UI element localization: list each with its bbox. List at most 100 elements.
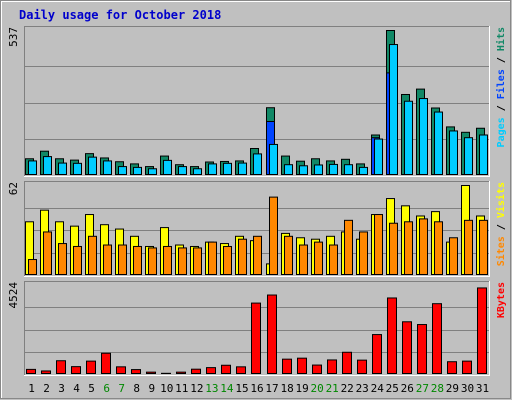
bar-sites-day-12 <box>194 248 202 275</box>
x-tick-label-day-12: 12 <box>190 382 203 395</box>
series-label-part: / <box>496 99 507 117</box>
bar-kbytes-day-14 <box>222 365 231 373</box>
bar-sites-day-3 <box>59 244 67 275</box>
bar-sites-day-26 <box>405 222 413 275</box>
bar-pages-day-22 <box>345 165 353 175</box>
bar-sites-day-29 <box>450 238 458 275</box>
series-label-part: / <box>496 51 507 69</box>
x-tick-label-day-31: 31 <box>476 382 489 395</box>
x-tick-label-day-17: 17 <box>265 382 278 395</box>
bar-pages-day-21 <box>330 164 338 174</box>
bar-kbytes-day-24 <box>373 335 382 374</box>
bar-sites-day-11 <box>179 248 187 275</box>
bar-pages-day-14 <box>224 163 232 174</box>
bar-pages-day-9 <box>149 169 157 175</box>
bar-pages-day-13 <box>209 164 217 175</box>
x-tick-label-day-20: 20 <box>310 382 323 395</box>
x-tick-label-day-23: 23 <box>356 382 369 395</box>
x-tick-label-day-27: 27 <box>416 382 429 395</box>
bar-pages-day-15 <box>239 163 247 174</box>
bar-pages-day-19 <box>300 166 308 175</box>
x-tick-label-day-8: 8 <box>133 382 140 395</box>
bar-kbytes-day-16 <box>252 303 261 373</box>
bar-sites-day-6 <box>104 245 112 274</box>
bar-pages-day-3 <box>59 163 67 174</box>
bar-pages-day-2 <box>44 157 52 175</box>
bar-kbytes-day-28 <box>433 304 442 374</box>
bar-pages-day-20 <box>315 165 323 175</box>
bar-kbytes-day-7 <box>117 367 126 374</box>
bar-kbytes-day-12 <box>192 369 201 373</box>
bar-sites-day-16 <box>254 236 262 274</box>
chart-title: Daily usage for October 2018 <box>19 8 221 22</box>
series-label-part: KBytes <box>496 282 507 318</box>
series-label-top: Pages / Files / Hits <box>495 27 507 147</box>
bar-kbytes-day-9 <box>147 372 156 373</box>
bar-pages-day-31 <box>480 135 488 175</box>
x-tick-label-day-6: 6 <box>103 382 110 395</box>
bar-sites-day-28 <box>435 222 443 275</box>
bar-kbytes-day-11 <box>177 372 186 373</box>
bar-kbytes-day-31 <box>478 288 487 374</box>
series-label-part: / <box>496 218 507 236</box>
x-tick-label-day-21: 21 <box>326 382 339 395</box>
bar-pages-day-26 <box>405 101 413 174</box>
y-max-label-middle: 62 <box>7 182 20 195</box>
x-tick-label-day-10: 10 <box>160 382 173 395</box>
bar-kbytes-day-15 <box>237 367 246 374</box>
x-tick-label-day-25: 25 <box>386 382 399 395</box>
bar-pages-day-25 <box>390 45 398 175</box>
bar-sites-day-18 <box>285 236 293 274</box>
x-tick-label-day-3: 3 <box>58 382 65 395</box>
bar-kbytes-day-21 <box>328 360 337 374</box>
y-max-label-bottom: 4524 <box>7 282 20 309</box>
bar-sites-day-21 <box>330 245 338 274</box>
bar-sites-day-24 <box>375 215 383 275</box>
bar-sites-day-19 <box>300 245 308 274</box>
x-tick-label-day-26: 26 <box>401 382 414 395</box>
bar-pages-day-7 <box>119 167 127 175</box>
bar-sites-day-10 <box>164 246 172 274</box>
bar-pages-day-24 <box>375 139 383 174</box>
bar-pages-day-8 <box>134 167 142 174</box>
bar-pages-day-6 <box>104 161 112 175</box>
bar-kbytes-day-25 <box>388 298 397 374</box>
bar-pages-day-11 <box>179 167 187 175</box>
bar-sites-day-7 <box>119 245 127 274</box>
x-tick-label-day-19: 19 <box>295 382 308 395</box>
series-label-bottom: KBytes <box>496 282 507 318</box>
x-tick-label-day-11: 11 <box>175 382 188 395</box>
bar-pages-day-27 <box>420 99 428 175</box>
bar-sites-day-13 <box>209 242 217 274</box>
x-tick-label-day-4: 4 <box>73 382 80 395</box>
bar-sites-day-23 <box>360 232 368 275</box>
bar-sites-day-30 <box>465 220 473 274</box>
bar-sites-day-25 <box>390 223 398 274</box>
series-label-part: Hits <box>495 27 507 51</box>
bar-kbytes-day-23 <box>358 360 367 373</box>
bar-kbytes-day-18 <box>283 359 292 373</box>
panel-bottom: 4524 KBytes <box>7 281 507 376</box>
bar-pages-day-29 <box>450 131 458 175</box>
bar-kbytes-day-30 <box>463 361 472 373</box>
bar-sites-day-14 <box>224 246 232 274</box>
x-tick-label-day-22: 22 <box>341 382 354 395</box>
x-tick-label-day-14: 14 <box>220 382 234 395</box>
x-tick-label-day-15: 15 <box>235 382 248 395</box>
bar-kbytes-day-27 <box>418 325 427 374</box>
bar-pages-day-5 <box>89 157 97 174</box>
x-tick-label-day-16: 16 <box>250 382 263 395</box>
series-label-part: Sites <box>495 236 507 266</box>
x-tick-label-day-5: 5 <box>88 382 95 395</box>
bar-kbytes-day-4 <box>72 367 81 374</box>
bar-pages-day-16 <box>254 154 262 175</box>
bar-kbytes-day-2 <box>42 371 51 374</box>
x-tick-label-day-13: 13 <box>205 382 218 395</box>
series-label-part: Pages <box>496 117 507 147</box>
bar-kbytes-day-29 <box>448 362 457 374</box>
bar-kbytes-day-8 <box>132 370 141 374</box>
bar-pages-day-10 <box>164 160 172 174</box>
